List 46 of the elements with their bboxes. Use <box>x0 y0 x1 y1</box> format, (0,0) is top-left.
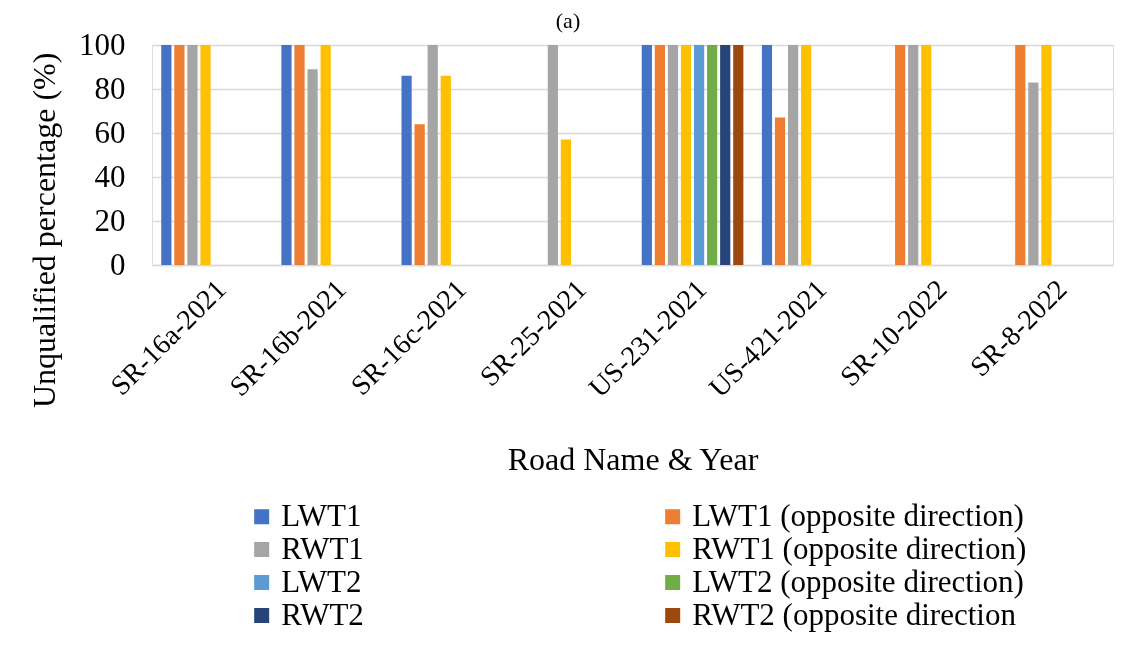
bar <box>414 124 425 265</box>
bar <box>174 45 185 265</box>
bar <box>440 75 451 265</box>
bar <box>401 75 412 265</box>
legend-label: LWT1 <box>281 497 362 533</box>
bar <box>641 45 652 265</box>
bar <box>895 45 906 265</box>
bar <box>801 45 812 265</box>
bar <box>1015 45 1026 265</box>
bar <box>680 45 692 265</box>
bar <box>547 45 558 265</box>
legend-label: RWT1 <box>281 530 364 566</box>
bar <box>654 45 665 265</box>
bar <box>281 45 292 265</box>
x-axis-title: Road Name & Year <box>507 440 759 477</box>
bar <box>187 45 198 265</box>
bar <box>707 45 718 265</box>
chart-title: (a) <box>555 8 581 33</box>
bar <box>733 45 744 265</box>
bar <box>307 69 318 265</box>
legend-label: LWT1 (opposite direction) <box>692 497 1024 533</box>
bar <box>694 45 705 265</box>
y-tick-label: 60 <box>94 114 126 150</box>
bar <box>320 45 331 265</box>
bar <box>1028 82 1039 265</box>
y-tick-label: 100 <box>79 26 126 62</box>
y-tick-label: 20 <box>94 202 126 238</box>
bar <box>161 45 172 265</box>
bar <box>720 45 731 265</box>
y-tick-label: 80 <box>94 70 126 106</box>
bar <box>774 117 786 265</box>
bar <box>908 45 919 265</box>
bar <box>667 45 679 265</box>
bar <box>788 45 799 265</box>
bar <box>294 45 305 265</box>
bar <box>560 139 571 265</box>
bar <box>921 45 932 265</box>
legend-label: RWT2 <box>281 596 364 632</box>
y-axis-title: Unqualified percentage (%) <box>25 52 62 408</box>
legend-label: LWT2 <box>281 563 362 599</box>
y-tick-label: 0 <box>110 246 126 282</box>
bar <box>1041 45 1052 265</box>
bar <box>761 45 773 265</box>
bar <box>200 45 211 265</box>
bar <box>427 45 438 265</box>
y-tick-label: 40 <box>94 158 126 194</box>
